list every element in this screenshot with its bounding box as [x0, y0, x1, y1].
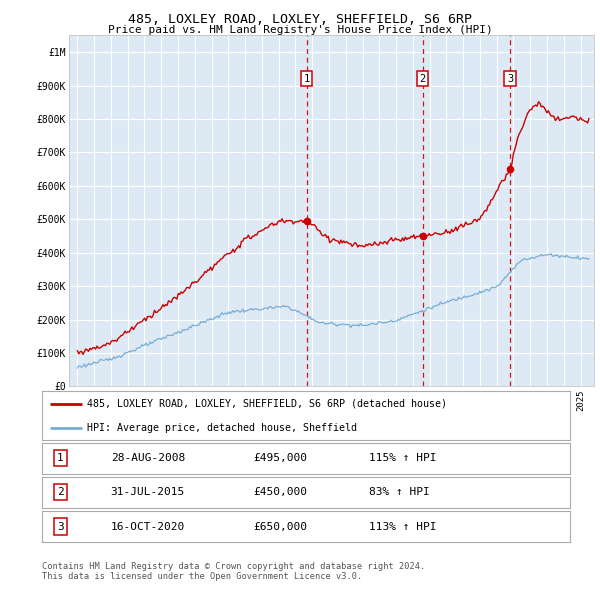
Text: 16-OCT-2020: 16-OCT-2020 — [110, 522, 185, 532]
Text: 31-JUL-2015: 31-JUL-2015 — [110, 487, 185, 497]
Text: 1: 1 — [304, 74, 310, 84]
Text: 28-AUG-2008: 28-AUG-2008 — [110, 453, 185, 463]
Text: £495,000: £495,000 — [253, 453, 307, 463]
Text: 2: 2 — [57, 487, 64, 497]
Text: 3: 3 — [57, 522, 64, 532]
Text: 485, LOXLEY ROAD, LOXLEY, SHEFFIELD, S6 6RP: 485, LOXLEY ROAD, LOXLEY, SHEFFIELD, S6 … — [128, 13, 472, 26]
Text: 1: 1 — [57, 453, 64, 463]
Text: £650,000: £650,000 — [253, 522, 307, 532]
Text: 83% ↑ HPI: 83% ↑ HPI — [370, 487, 430, 497]
Text: 485, LOXLEY ROAD, LOXLEY, SHEFFIELD, S6 6RP (detached house): 485, LOXLEY ROAD, LOXLEY, SHEFFIELD, S6 … — [87, 399, 447, 409]
Text: 115% ↑ HPI: 115% ↑ HPI — [370, 453, 437, 463]
Text: HPI: Average price, detached house, Sheffield: HPI: Average price, detached house, Shef… — [87, 423, 357, 433]
Text: £450,000: £450,000 — [253, 487, 307, 497]
Text: 3: 3 — [507, 74, 513, 84]
Text: 113% ↑ HPI: 113% ↑ HPI — [370, 522, 437, 532]
Text: Contains HM Land Registry data © Crown copyright and database right 2024.
This d: Contains HM Land Registry data © Crown c… — [42, 562, 425, 581]
Text: Price paid vs. HM Land Registry's House Price Index (HPI): Price paid vs. HM Land Registry's House … — [107, 25, 493, 35]
Text: 2: 2 — [419, 74, 426, 84]
